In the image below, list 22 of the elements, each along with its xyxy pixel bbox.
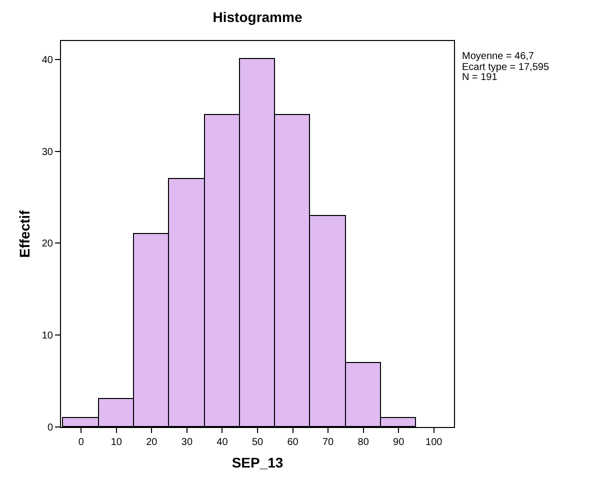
y-tick-label: 30 (42, 146, 54, 158)
x-tick-label: 60 (287, 437, 299, 448)
text: N = 191 (462, 72, 498, 83)
x-tick-label: 80 (358, 437, 370, 448)
y-tick-label: 0 (47, 422, 54, 434)
x-tick-label: 70 (322, 437, 334, 448)
y-tick-label: 40 (42, 54, 54, 66)
text: Moyenne = 46,7 (462, 51, 534, 62)
x-tick-label: 10 (110, 437, 122, 448)
x-axis-title: SEP_13 (232, 454, 284, 470)
x-tick-label: 90 (393, 437, 405, 448)
x-tick-label: 50 (252, 437, 264, 448)
y-tick-label: 20 (42, 238, 54, 250)
x-tick-label: 30 (181, 437, 193, 448)
y-tick-label: 10 (42, 330, 54, 342)
x-tick-label: 100 (426, 437, 443, 448)
x-tick-label: 20 (146, 437, 158, 448)
x-tick-label: 40 (216, 437, 228, 448)
chart-title: Histogramme (212, 8, 302, 25)
x-tick-label: 0 (78, 437, 84, 448)
y-axis-title: Effectif (16, 210, 32, 258)
text: Ecart type = 17,595 (462, 62, 550, 73)
